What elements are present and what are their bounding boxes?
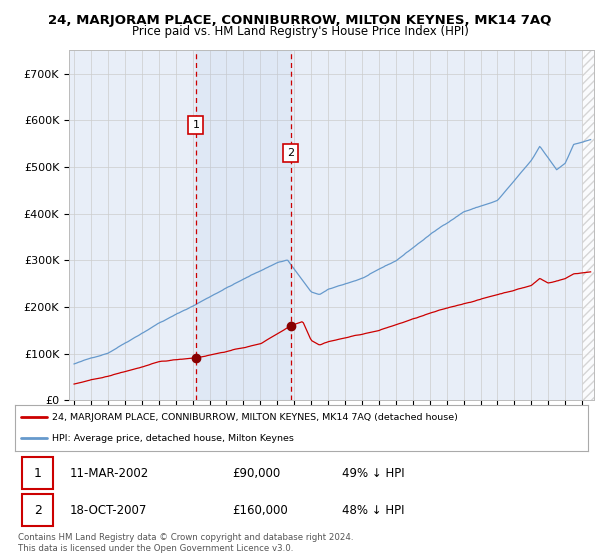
Text: 49% ↓ HPI: 49% ↓ HPI <box>341 466 404 480</box>
Text: £90,000: £90,000 <box>233 466 281 480</box>
Text: £160,000: £160,000 <box>233 504 289 517</box>
Text: Price paid vs. HM Land Registry's House Price Index (HPI): Price paid vs. HM Land Registry's House … <box>131 25 469 38</box>
Text: 1: 1 <box>193 120 199 130</box>
Text: 11-MAR-2002: 11-MAR-2002 <box>70 466 149 480</box>
Text: 24, MARJORAM PLACE, CONNIBURROW, MILTON KEYNES, MK14 7AQ (detached house): 24, MARJORAM PLACE, CONNIBURROW, MILTON … <box>52 413 458 422</box>
FancyBboxPatch shape <box>22 494 53 526</box>
Text: 2: 2 <box>34 504 41 517</box>
Text: HPI: Average price, detached house, Milton Keynes: HPI: Average price, detached house, Milt… <box>52 434 294 443</box>
Text: Contains HM Land Registry data © Crown copyright and database right 2024.
This d: Contains HM Land Registry data © Crown c… <box>18 533 353 553</box>
FancyBboxPatch shape <box>22 458 53 489</box>
Bar <box>196 50 291 400</box>
Text: 24, MARJORAM PLACE, CONNIBURROW, MILTON KEYNES, MK14 7AQ: 24, MARJORAM PLACE, CONNIBURROW, MILTON … <box>49 14 551 27</box>
Text: 48% ↓ HPI: 48% ↓ HPI <box>341 504 404 517</box>
Text: 18-OCT-2007: 18-OCT-2007 <box>70 504 147 517</box>
Text: 2: 2 <box>287 148 295 158</box>
Text: 1: 1 <box>34 466 41 480</box>
